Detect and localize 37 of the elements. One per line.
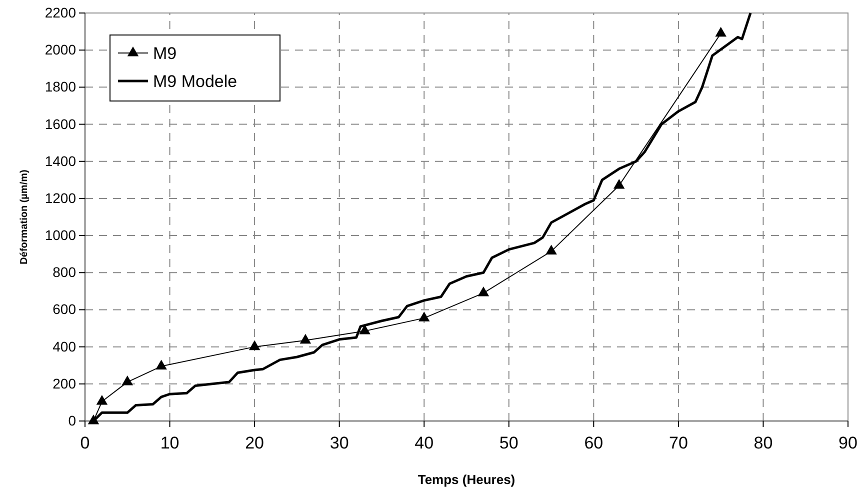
point (478, 286, 490, 296)
x-tick-label: 50 (499, 434, 518, 453)
y-tick-label: 0 (68, 412, 76, 428)
x-tick-label: 10 (160, 434, 180, 453)
point (613, 178, 625, 189)
point (359, 324, 370, 334)
legend-label: M9 (153, 44, 177, 63)
y-tick-label: 1400 (44, 152, 76, 169)
y-tick-label: 1000 (44, 227, 76, 244)
y-tick-label: 400 (52, 338, 76, 354)
point (96, 395, 108, 405)
x-tick-label: 80 (754, 434, 773, 453)
point (156, 360, 167, 370)
point (248, 340, 260, 350)
point (715, 26, 726, 37)
y-tick-label: 1200 (44, 190, 76, 206)
y-tick-label: 800 (52, 264, 76, 280)
x-tick-label: 40 (414, 434, 434, 453)
x-axis-title: Temps (Heures) (418, 472, 516, 487)
point (300, 334, 312, 344)
point (122, 376, 134, 386)
x-tick-label: 90 (838, 434, 858, 453)
y-tick-label: 2200 (44, 4, 76, 20)
point (546, 244, 557, 255)
point (418, 312, 430, 322)
x-tick-label: 20 (245, 434, 264, 453)
y-axis-title: Déformation (µm/m) (19, 170, 30, 264)
x-tick-label: 60 (584, 434, 604, 453)
x-tick-label: 30 (330, 434, 349, 453)
x-tick-label: 70 (668, 434, 688, 453)
x-tick-label: 0 (80, 434, 90, 453)
legend-label: M9 Modele (153, 72, 238, 91)
y-tick-label: 600 (52, 301, 76, 318)
y-tick-label: 1800 (44, 78, 76, 95)
y-tick-label: 2000 (44, 42, 76, 58)
y-tick-label: 1600 (44, 116, 76, 132)
y-tick-label: 200 (52, 375, 76, 392)
